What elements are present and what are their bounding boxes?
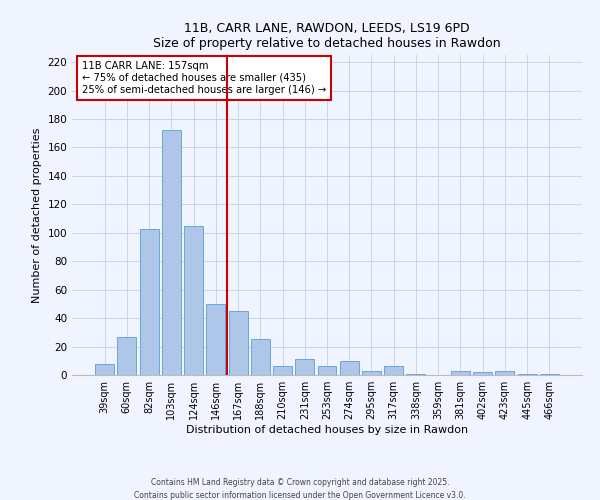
Bar [317,366,337,375]
Bar [473,372,492,375]
Bar [295,360,314,375]
Bar [273,366,292,375]
Text: 11B CARR LANE: 157sqm
← 75% of detached houses are smaller (435)
25% of semi-det: 11B CARR LANE: 157sqm ← 75% of detached … [82,62,326,94]
Bar [384,366,403,375]
Text: Contains HM Land Registry data © Crown copyright and database right 2025.
Contai: Contains HM Land Registry data © Crown c… [134,478,466,500]
Bar [518,374,536,375]
Bar [251,340,270,375]
Bar [118,336,136,375]
X-axis label: Distribution of detached houses by size in Rawdon: Distribution of detached houses by size … [186,425,468,435]
Bar [184,226,203,375]
Bar [95,364,114,375]
Title: 11B, CARR LANE, RAWDON, LEEDS, LS19 6PD
Size of property relative to detached ho: 11B, CARR LANE, RAWDON, LEEDS, LS19 6PD … [153,22,501,50]
Bar [229,311,248,375]
Y-axis label: Number of detached properties: Number of detached properties [32,128,42,302]
Bar [162,130,181,375]
Bar [451,370,470,375]
Bar [140,228,158,375]
Bar [406,374,425,375]
Bar [496,370,514,375]
Bar [206,304,225,375]
Bar [362,370,381,375]
Bar [540,374,559,375]
Bar [340,361,359,375]
